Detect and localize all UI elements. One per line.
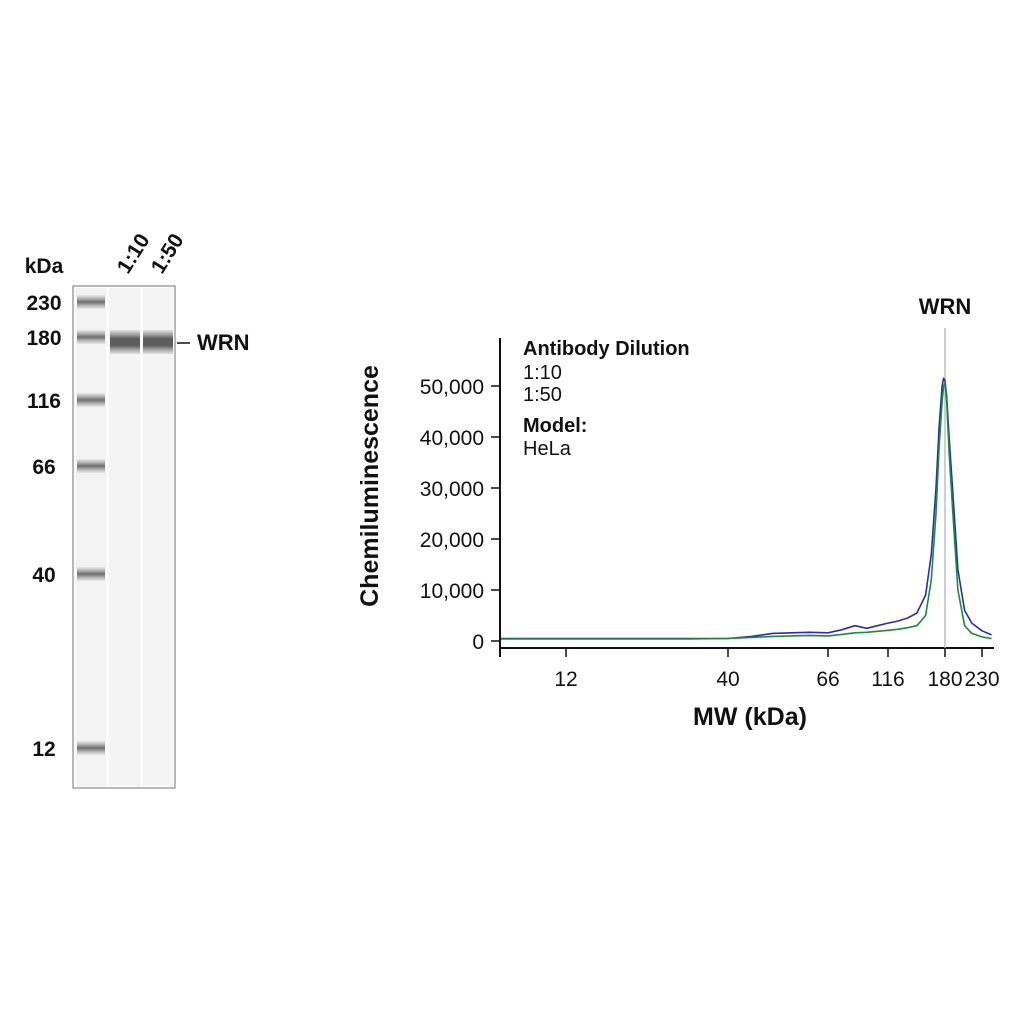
lane-label-1: 1:10 [113, 230, 155, 278]
sample-lane-2 [143, 288, 173, 786]
legend-entry-1: 1:10 [523, 362, 562, 384]
ladder-label: 230 [26, 292, 61, 315]
legend-title: Antibody Dilution [523, 338, 690, 360]
legend-model-value: HeLa [523, 438, 572, 460]
sample-lane-1 [109, 288, 140, 786]
series-lines [501, 377, 992, 640]
ladder-band [77, 295, 105, 309]
y-tick-label: 0 [472, 631, 484, 654]
lane-label-2: 1:50 [147, 230, 189, 278]
x-axis-label: MW (kDa) [693, 703, 807, 731]
ladder-band [77, 741, 105, 755]
y-axis-label: Chemiluminescence [356, 365, 384, 607]
x-tick-label: 66 [816, 668, 839, 691]
y-tick-label: 50,000 [420, 376, 484, 399]
y-tick-label: 20,000 [420, 529, 484, 552]
x-tick-label: 116 [871, 668, 904, 691]
legend-model-label: Model: [523, 415, 587, 437]
ladder-label: 66 [32, 456, 55, 479]
sample-band-2 [143, 330, 173, 354]
x-tick-label: 180 [927, 668, 962, 691]
blot-panel: kDa 1:10 1:50 230 180 116 66 40 12 WRN [25, 230, 250, 789]
sample-band-1 [110, 330, 140, 354]
x-tick-label: 40 [716, 668, 739, 691]
legend: Antibody Dilution 1:10 1:50 Model: HeLa [523, 338, 690, 460]
ladder-band [77, 330, 105, 344]
chart-panel: Chemiluminescence MW (kDa) 0 10,000 20,000… [356, 294, 1000, 731]
ladder-label: 12 [32, 738, 55, 761]
y-tick-label: 30,000 [420, 478, 484, 501]
ladder-label: 180 [26, 327, 61, 350]
ladder-label: 40 [32, 564, 55, 587]
blot-unit-label: kDa [25, 255, 64, 278]
y-axis-ticks: 0 10,000 20,000 30,000 40,000 50,000 [420, 376, 500, 654]
ladder-lane [76, 288, 106, 786]
y-tick-label: 10,000 [420, 580, 484, 603]
peak-marker-label: WRN [919, 294, 972, 319]
series-line-2 [501, 382, 992, 640]
y-tick-label: 40,000 [420, 427, 484, 450]
x-tick-label: 230 [964, 668, 999, 691]
ladder-band [77, 393, 105, 407]
band-label: WRN [197, 330, 250, 355]
series-line-1 [501, 377, 992, 640]
x-axis-ticks: 12 40 66 116 180 230 [554, 648, 1000, 691]
ladder-bands [77, 295, 105, 755]
ladder-band [77, 567, 105, 581]
ladder-band [77, 459, 105, 473]
ladder-label: 116 [27, 390, 61, 413]
x-tick-label: 12 [554, 668, 577, 691]
legend-entry-2: 1:50 [523, 384, 562, 406]
ladder-labels: 230 180 116 66 40 12 [26, 292, 61, 761]
